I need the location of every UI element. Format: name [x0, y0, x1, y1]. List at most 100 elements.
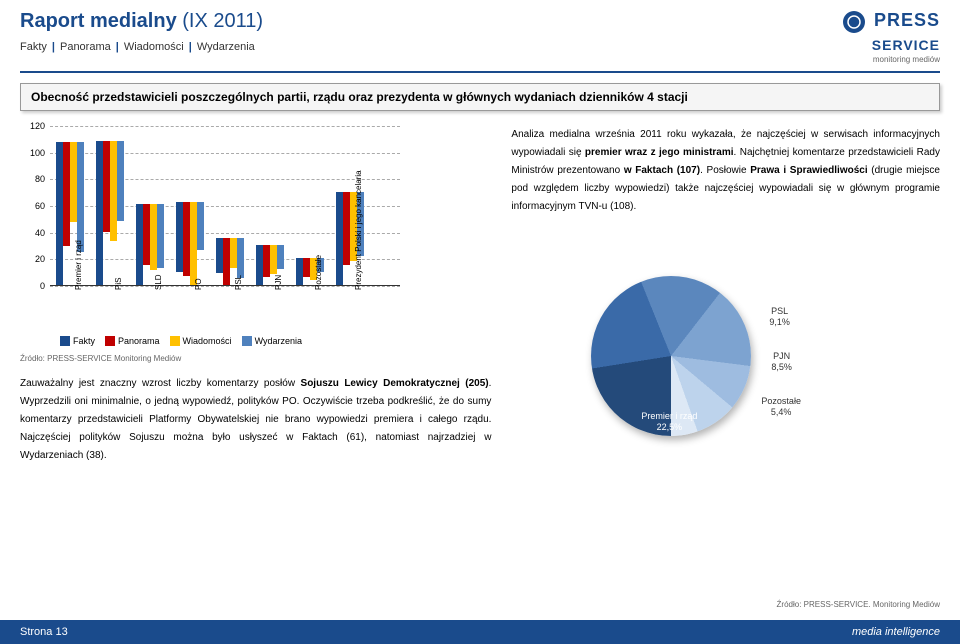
legend-label: Wydarzenia: [255, 336, 302, 346]
y-tick: 120: [25, 121, 45, 131]
tab-fakty: Fakty: [20, 41, 47, 53]
bar-group: [136, 204, 164, 285]
footer-brand: media intelligence: [852, 626, 940, 638]
bar: [256, 245, 263, 285]
pie-label: SLD16,6%: [576, 261, 602, 283]
bar: [77, 142, 84, 251]
bar: [343, 192, 350, 265]
logo-text: PRESSSERVICE: [872, 10, 940, 54]
bar: [230, 238, 237, 267]
bar-plot-area: 020406080100120Premier i rządPiSSLDPOPSL…: [50, 126, 400, 286]
bar: [237, 238, 244, 278]
x-label: Premier i rząd: [74, 240, 83, 290]
y-tick: 100: [25, 148, 45, 158]
bar: [277, 245, 284, 269]
section-title: Obecność przedstawicieli poszczególnych …: [20, 83, 940, 111]
bar: [190, 202, 197, 285]
bar: [56, 142, 63, 285]
x-label: Prezydent Polski i jego kancelaria: [354, 170, 363, 290]
tab-sep: |: [52, 41, 55, 53]
logo-row: PRESSSERVICE: [842, 10, 940, 55]
bar: [216, 238, 223, 273]
tabs: Fakty | Panorama | Wiadomości | Wydarzenia: [20, 41, 842, 53]
bar: [143, 204, 150, 265]
bar: [157, 204, 164, 268]
pie-label: PSL9,1%: [769, 306, 790, 328]
bar: [303, 258, 310, 277]
bar: [136, 204, 143, 285]
legend-label: Panorama: [118, 336, 160, 346]
y-tick: 40: [25, 228, 45, 238]
bar-legend: Fakty Panorama Wiadomości Wydarzenia: [60, 336, 491, 346]
legend-label: Wiadomości: [183, 336, 232, 346]
y-tick: 60: [25, 201, 45, 211]
bar: [96, 141, 103, 285]
bar: [296, 258, 303, 285]
legend-swatch: [105, 336, 115, 346]
legend-swatch: [242, 336, 252, 346]
x-label: PO: [194, 278, 203, 290]
bar: [223, 238, 230, 285]
right-column: Analiza medialna września 2011 roku wyka…: [511, 126, 940, 466]
tab-panorama: Panorama: [60, 41, 111, 53]
bar: [110, 141, 117, 241]
bar: [263, 245, 270, 277]
bar: [63, 142, 70, 246]
legend-label: Fakty: [73, 336, 95, 346]
y-tick: 80: [25, 174, 45, 184]
bottom-source: Źródło: PRESS-SERVICE. Monitoring Mediów: [777, 600, 940, 609]
x-label: PJN: [274, 275, 283, 290]
bar: [183, 202, 190, 275]
chart-source: Źródło: PRESS-SERVICE Monitoring Mediów: [20, 354, 491, 363]
left-column: 020406080100120Premier i rządPiSSLDPOPSL…: [20, 126, 491, 466]
pie-label: Premier i rząd22,5%: [641, 411, 697, 433]
legend-item: Wydarzenia: [242, 336, 302, 346]
bar: [270, 245, 277, 274]
bar-group: [176, 202, 204, 285]
logo-tagline: monitoring mediów: [842, 55, 940, 64]
left-paragraph: Zauważalny jest znaczny wzrost liczby ko…: [20, 375, 491, 465]
legend-swatch: [60, 336, 70, 346]
tab-wydarzenia: Wydarzenia: [197, 41, 255, 53]
bar-chart: 020406080100120Premier i rządPiSSLDPOPSL…: [20, 126, 400, 326]
pie-chart: Premier i rząd22,5% PiS21,4% SLD16,6% PO16,…: [511, 226, 831, 466]
bar: [197, 202, 204, 250]
pie-label: Pozostałe5,4%: [761, 396, 801, 418]
header: Raport medialny (IX 2011) Fakty | Panorama…: [0, 0, 960, 69]
x-label: SLD: [154, 274, 163, 290]
bar: [176, 202, 183, 271]
grid-line: [50, 126, 400, 127]
legend-item: Panorama: [105, 336, 160, 346]
right-paragraph: Analiza medialna września 2011 roku wyka…: [511, 126, 940, 216]
tab-sep: |: [116, 41, 119, 53]
bar: [150, 204, 157, 271]
legend-item: Wiadomości: [170, 336, 232, 346]
grid-line: [50, 286, 400, 287]
bar: [336, 192, 343, 285]
title-date: (IX 2011): [182, 10, 263, 32]
logo: PRESSSERVICE monitoring mediów: [842, 10, 940, 64]
x-label: PiS: [114, 278, 123, 290]
pie-label: PJN8,5%: [771, 351, 792, 373]
bar: [70, 142, 77, 222]
title-main: Raport medialny: [20, 10, 177, 32]
y-tick: 0: [25, 281, 45, 291]
bar: [117, 141, 124, 221]
tab-wiadomosci: Wiadomości: [124, 41, 184, 53]
x-label: PSL: [234, 275, 243, 290]
content: 020406080100120Premier i rządPiSSLDPOPSL…: [0, 126, 960, 466]
pie-label: PO16,5%: [711, 261, 737, 283]
header-divider: [20, 71, 940, 73]
bar: [103, 141, 110, 232]
x-label: Pozostałe: [314, 255, 323, 290]
bar-group: [96, 141, 124, 285]
footer-page: Strona 13: [20, 626, 68, 638]
tab-sep: |: [189, 41, 192, 53]
legend-item: Fakty: [60, 336, 95, 346]
y-tick: 20: [25, 254, 45, 264]
page-title: Raport medialny (IX 2011): [20, 10, 842, 33]
pie-label: PiS21,4%: [541, 346, 567, 368]
legend-swatch: [170, 336, 180, 346]
header-left: Raport medialny (IX 2011) Fakty | Panorama…: [20, 10, 842, 53]
footer: Strona 13 media intelligence: [0, 620, 960, 644]
